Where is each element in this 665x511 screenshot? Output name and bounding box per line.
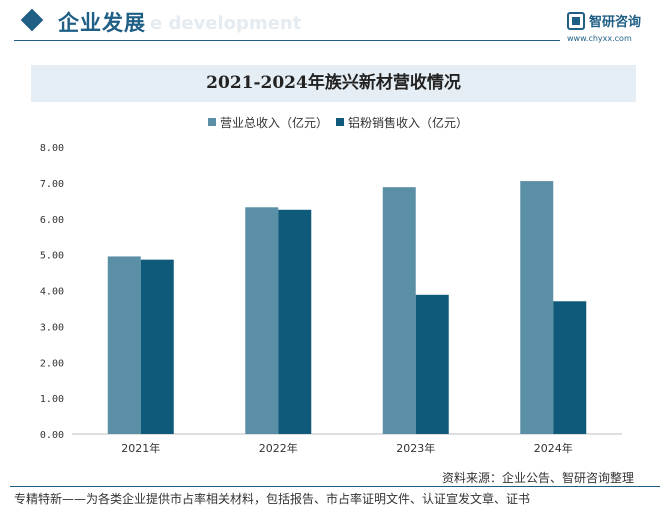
bar: [107, 256, 141, 434]
logo-icon: [567, 12, 585, 30]
header-divider: [14, 40, 560, 41]
y-tick-label: 8.00: [40, 143, 64, 154]
y-tick-label: 3.00: [40, 322, 64, 333]
bar: [415, 294, 449, 434]
y-tick-label: 7.00: [40, 179, 64, 190]
bar: [278, 209, 312, 434]
section-header: 企业发展 e development 智研咨询 www.chyxx.com: [0, 0, 665, 46]
logo-name: 智研咨询: [589, 15, 642, 30]
section-subtitle: e development: [150, 13, 302, 34]
y-tick-label: 2.00: [40, 358, 64, 369]
logo-url: www.chyxx.com: [567, 34, 632, 43]
y-tick-label: 5.00: [40, 251, 64, 262]
y-tick-label: 0.00: [40, 430, 64, 441]
legend-swatch: [336, 118, 344, 126]
y-tick-label: 6.00: [40, 215, 64, 226]
chart-title: 2021-2024年族兴新材营收情况: [206, 73, 461, 93]
bar: [520, 181, 554, 434]
legend-label: 营业总收入（亿元）: [220, 115, 328, 130]
y-tick-label: 1.00: [40, 394, 64, 405]
footer-divider: [10, 486, 660, 487]
bar: [553, 301, 587, 434]
x-tick-label: 2022年: [259, 441, 298, 455]
x-tick-label: 2023年: [396, 441, 435, 455]
legend-label: 铝粉销售收入（亿元）: [348, 115, 468, 130]
legend-swatch: [208, 118, 216, 126]
data-source: 资料来源：企业公告、智研咨询整理: [442, 471, 635, 485]
y-tick-label: 4.00: [40, 287, 64, 298]
x-tick-label: 2021年: [121, 441, 160, 455]
footer-note: 专精特新——为各类企业提供市占率相关材料，包括报告、市占率证明文件、认证宣发文章…: [14, 492, 531, 506]
bar: [140, 259, 174, 434]
chart-title-band: 2021-2024年族兴新材营收情况: [31, 65, 636, 102]
x-tick-label: 2024年: [534, 441, 573, 455]
brand-logo: 智研咨询 www.chyxx.com: [567, 9, 659, 47]
bar: [382, 187, 416, 434]
section-title: 企业发展: [58, 11, 146, 35]
bar: [245, 207, 279, 434]
